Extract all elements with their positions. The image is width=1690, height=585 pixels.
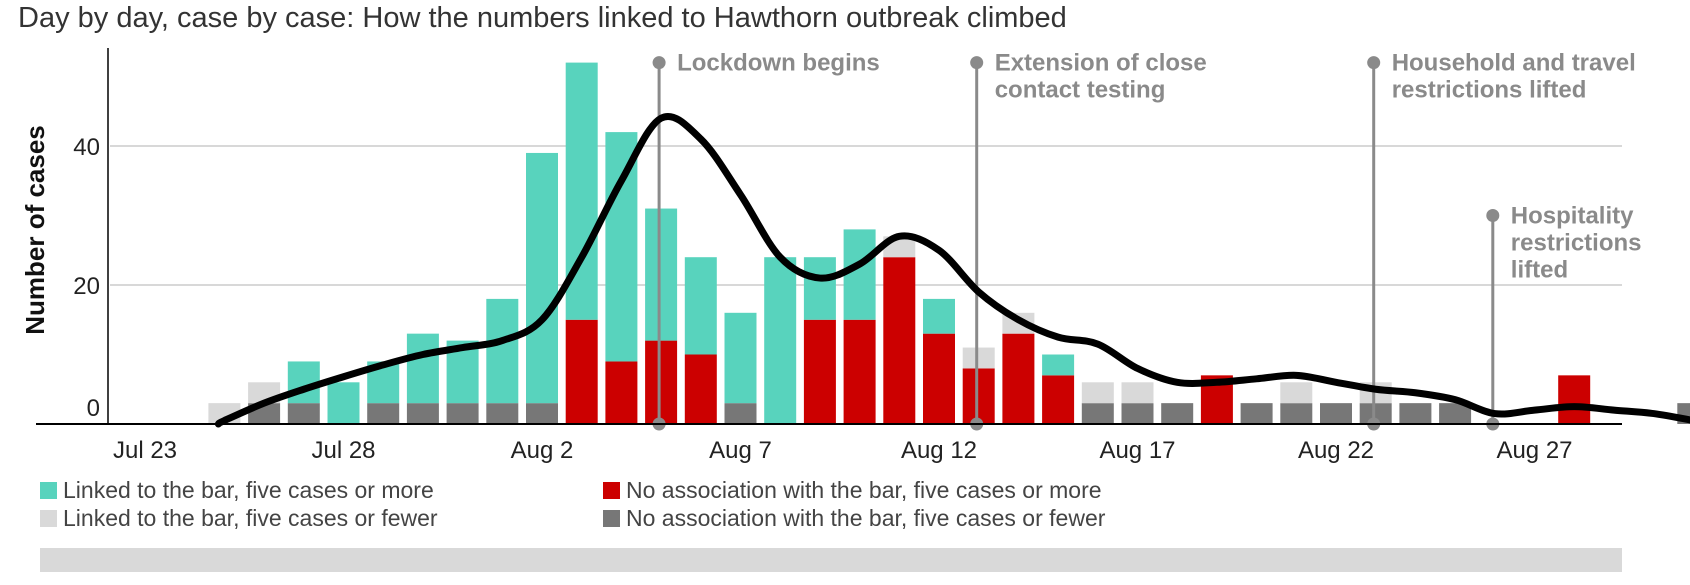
annotation-text-3-1: restrictions (1511, 230, 1642, 257)
chart-canvas: Lockdown begins Extension of closecontact… (20, 48, 1690, 464)
bar-0-4 (287, 403, 320, 424)
bar-1-13 (645, 340, 678, 424)
bar-2-15 (724, 312, 757, 404)
x-tick-label-6: Aug 22 (1298, 437, 1374, 464)
legend-swatch-1 (603, 482, 620, 499)
bar-0-10 (526, 403, 558, 424)
bar-1-36 (1558, 375, 1591, 424)
annotation-text-1-1: contact testing (995, 77, 1166, 104)
legend-item-3: No association with the bar, five cases … (603, 505, 1105, 532)
legend-swatch-2 (40, 510, 57, 527)
annotation-layer: Lockdown begins Extension of closecontact… (652, 50, 1642, 431)
bar-1-20 (923, 333, 955, 424)
axes: 0 20 40 Jul 23 Jul 28 Aug 2 Aug 7 Aug 12 Aug 17 A… (20, 48, 1622, 464)
bar-2-18 (843, 229, 876, 320)
legend-swatch-0 (40, 482, 57, 499)
bar-3-24 (1081, 382, 1114, 404)
bar-1-18 (843, 319, 876, 424)
x-tick-label-5: Aug 17 (1099, 437, 1175, 464)
bar-3-29 (1280, 382, 1313, 404)
x-tick-label-3: Aug 7 (709, 437, 772, 464)
legend-item-2: Linked to the bar, five cases or fewer (40, 505, 438, 532)
y-tick-label-0: 0 (87, 395, 100, 422)
bar-1-11 (565, 319, 598, 424)
legend-label-2: Linked to the bar, five cases or fewer (63, 505, 438, 531)
bar-0-30 (1320, 403, 1352, 424)
x-tick-label-4: Aug 12 (901, 437, 977, 464)
bar-0-33 (1439, 403, 1472, 424)
bar-2-14 (684, 257, 717, 355)
bar-0-8 (446, 403, 479, 424)
bar-0-15 (724, 403, 757, 424)
x-tick-label-1: Jul 28 (311, 437, 375, 464)
annotation-text-0-0: Lockdown begins (677, 50, 880, 77)
bar-3-21 (962, 347, 995, 369)
y-axis-label: Number of cases (20, 125, 50, 335)
legend-label-1: No association with the bar, five cases … (626, 477, 1102, 503)
bar-0-29 (1280, 403, 1313, 424)
annotation-text-3-2: lifted (1511, 257, 1568, 284)
bar-2-7 (406, 333, 439, 404)
y-tick-label-40: 40 (73, 134, 100, 161)
bar-2-5 (327, 382, 360, 424)
bar-0-32 (1399, 403, 1432, 424)
bar-2-17 (803, 257, 836, 320)
bar-0-9 (486, 403, 519, 424)
annotation-text-1-0: Extension of close (995, 50, 1207, 77)
legend-item-1: No association with the bar, five cases … (603, 477, 1102, 504)
bar-0-24 (1081, 403, 1114, 424)
annotation-text-2-0: Household and travel (1392, 50, 1636, 77)
bar-1-17 (803, 319, 836, 424)
bar-0-31 (1359, 403, 1392, 424)
footer-bar (40, 548, 1622, 572)
legend-item-0: Linked to the bar, five cases or more (40, 477, 434, 504)
y-tick-label-20: 20 (73, 273, 100, 300)
bar-0-26 (1161, 403, 1194, 424)
average-line (214, 113, 1690, 428)
annotation-text-3-0: Hospitality (1511, 203, 1634, 230)
bar-2-13 (645, 208, 678, 341)
bar-1-21 (962, 368, 995, 424)
annotation-dot-top-3 (1486, 209, 1500, 222)
bar-2-9 (486, 298, 519, 404)
bar-2-16 (764, 257, 797, 424)
bar-3-25 (1121, 382, 1154, 404)
bar-2-23 (1042, 354, 1075, 376)
legend-swatch-3 (603, 510, 620, 527)
x-tick-label-2: Aug 2 (511, 437, 574, 464)
bar-0-28 (1240, 403, 1273, 424)
legend-label-0: Linked to the bar, five cases or more (63, 477, 434, 503)
annotation-dot-top-0 (652, 56, 666, 70)
bar-0-6 (367, 403, 400, 424)
chart-title: Day by day, case by case: How the number… (18, 2, 1067, 34)
bar-2-10 (526, 152, 558, 404)
legend-label-3: No association with the bar, five cases … (626, 505, 1106, 531)
bar-0-25 (1121, 403, 1154, 424)
annotation-dot-top-2 (1367, 56, 1381, 70)
annotation-text-2-1: restrictions lifted (1392, 77, 1587, 104)
bar-2-12 (605, 132, 638, 362)
x-tick-label-0: Jul 23 (113, 437, 177, 464)
bar-1-23 (1042, 375, 1075, 424)
annotation-dot-top-1 (970, 56, 984, 70)
bar-1-12 (605, 361, 638, 424)
bar-layer (208, 62, 1690, 424)
average-line-layer (214, 113, 1690, 428)
x-tick-label-7: Aug 27 (1496, 437, 1572, 464)
bar-1-14 (684, 354, 717, 424)
bar-2-20 (923, 298, 955, 334)
bar-1-22 (1002, 333, 1035, 424)
bar-0-7 (406, 403, 439, 424)
bar-1-19 (883, 257, 916, 424)
